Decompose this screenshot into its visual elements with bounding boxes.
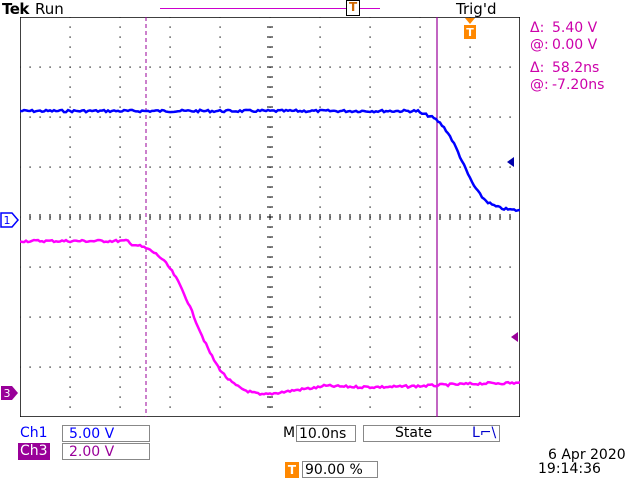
ch3-label[interactable]: Ch3 (18, 443, 50, 460)
graticule-grid (20, 17, 520, 417)
date-readout: 6 Apr 2020 (548, 447, 626, 463)
ch3-marker-label: 3 (4, 387, 11, 400)
voltage-delta-readout: Δ: 5.40 V (530, 20, 597, 36)
at-symbol: @: (530, 37, 549, 53)
ch3-waveform (20, 238, 520, 397)
ch1-label[interactable]: Ch1 (20, 425, 48, 441)
delta-symbol: Δ: (530, 60, 545, 76)
time-at-value: -7.20ns (552, 77, 605, 93)
trigger-position-marker: T (346, 0, 360, 16)
trigger-status: Trig'd (456, 0, 497, 18)
delta-symbol: Δ: (530, 20, 545, 36)
voltage-at-value: 0.00 V (552, 37, 598, 53)
ch3-trigger-level-arrow[interactable] (509, 331, 521, 343)
ch1-trigger-level-arrow[interactable] (505, 156, 517, 168)
trigger-position-value[interactable]: 90.00 % (302, 461, 378, 478)
trigger-mode: State (395, 425, 433, 441)
voltage-delta-value: 5.40 V (552, 20, 598, 36)
ch1-ground-marker[interactable]: 1 (0, 212, 20, 228)
time-delta-value: 58.2ns (552, 60, 600, 76)
voltage-at-readout: @: 0.00 V (530, 37, 597, 53)
trigger-slope-icon: L⌐\ (472, 425, 497, 441)
ch3-scale[interactable]: 2.00 V (62, 443, 150, 460)
timebase-label: M (283, 425, 296, 441)
time-readout: 19:14:36 (538, 461, 601, 477)
ch1-waveform (20, 108, 520, 213)
waveform-display[interactable] (20, 17, 520, 417)
trigger-position-icon: T (285, 462, 299, 478)
at-symbol: @: (530, 77, 549, 93)
time-at-readout: @: -7.20ns (530, 77, 604, 93)
acquisition-status: Run (35, 0, 64, 18)
trigger-settings-box[interactable] (363, 425, 500, 442)
brand-logo: Tek (2, 0, 29, 18)
record-position-bar (160, 8, 380, 9)
timebase-value[interactable]: 10.0ns (296, 425, 356, 442)
svg-text:T: T (466, 26, 474, 39)
ch1-scale[interactable]: 5.00 V (62, 425, 150, 442)
trigger-point-marker: T (464, 18, 476, 39)
ch1-marker-label: 1 (4, 214, 11, 227)
time-delta-readout: Δ: 58.2ns (530, 60, 599, 76)
trigger-position-label: T (349, 0, 358, 14)
ch3-ground-marker[interactable]: 3 (0, 385, 20, 401)
